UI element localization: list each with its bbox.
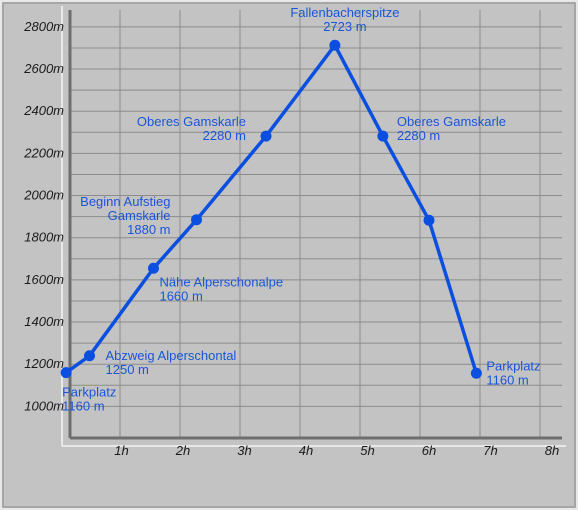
waypoint-label: Oberes Gamskarle 2280 m: [397, 114, 506, 143]
y-tick-label: 1800m: [24, 230, 64, 245]
y-axis-tick-labels: 1000m 1200m 1400m 1600m 1800m 2000m 2200m 2400m…: [23, 19, 64, 414]
grid-lines: [70, 10, 562, 438]
waypoint-marker: [377, 130, 389, 142]
waypoint-label-line: 1160 m: [486, 372, 528, 387]
x-tick-label: 7h: [483, 443, 497, 458]
y-tick-label: 2200m: [23, 145, 64, 160]
y-tick-label: 2600m: [23, 61, 64, 76]
x-tick-label: 1h: [114, 443, 128, 458]
x-tick-label: 3h: [237, 443, 251, 458]
waypoint-label-line: 1880 m: [127, 222, 170, 237]
y-tick-label: 1400m: [24, 314, 64, 329]
waypoint-label-line: Gamskarle: [108, 208, 171, 223]
waypoint-label: Parkplatz 1160 m: [62, 385, 116, 414]
waypoint-label: Fallenbacherspitze 2723 m: [290, 5, 399, 34]
waypoint-label: Parkplatz 1160 m: [486, 358, 540, 387]
waypoint-label-line: Oberes Gamskarle: [397, 114, 506, 129]
x-tick-label: 8h: [545, 443, 559, 458]
y-tick-label: 2800m: [23, 19, 64, 34]
x-tick-label: 6h: [422, 443, 436, 458]
y-tick-label: 2000m: [23, 188, 64, 203]
y-tick-label: 1200m: [24, 356, 64, 371]
y-tick-label: 1600m: [24, 272, 64, 287]
waypoint-label-line: Parkplatz: [486, 358, 540, 373]
waypoint-marker: [470, 367, 482, 379]
waypoint-marker: [329, 39, 341, 51]
waypoint-label-line: 2280 m: [397, 128, 440, 143]
waypoint-label-line: 1160 m: [62, 399, 104, 414]
x-tick-label: 4h: [299, 443, 313, 458]
waypoint-label-line: Beginn Aufstieg: [80, 194, 170, 209]
waypoint-marker: [60, 367, 72, 379]
waypoint-label-line: Oberes Gamskarle: [137, 114, 246, 129]
waypoint-label-line: 2280 m: [203, 128, 246, 143]
waypoint-label-line: Parkplatz: [62, 385, 116, 400]
waypoint-label: Beginn Aufstieg Gamskarle 1880 m: [80, 194, 170, 237]
x-tick-label: 2h: [175, 443, 190, 458]
waypoint-label: Abzweig Alperschontal 1250 m: [106, 348, 237, 377]
waypoint-label-line: 1250 m: [106, 362, 149, 377]
waypoint-marker: [423, 214, 435, 226]
waypoint-marker: [191, 214, 203, 226]
waypoint-marker: [147, 262, 159, 274]
y-tick-label: 1000m: [24, 398, 64, 413]
x-tick-label: 5h: [360, 443, 374, 458]
y-tick-label: 2400m: [23, 103, 64, 118]
waypoint-markers: [60, 39, 482, 379]
waypoint-label: Nähe Alperschonalpe 1660 m: [159, 274, 283, 303]
waypoint-marker: [84, 350, 96, 362]
waypoint-label-line: 2723 m: [323, 19, 366, 34]
waypoint-label-line: Nähe Alperschonalpe: [159, 274, 283, 289]
waypoint-label: Oberes Gamskarle 2280 m: [137, 114, 246, 143]
waypoint-label-line: 1660 m: [159, 288, 202, 303]
waypoint-label-line: Abzweig Alperschontal: [106, 348, 237, 363]
x-axis-tick-labels: 1h 2h 3h 4h 5h 6h 7h 8h: [114, 443, 559, 458]
waypoint-label-line: Fallenbacherspitze: [290, 5, 399, 20]
waypoint-marker: [260, 130, 272, 142]
